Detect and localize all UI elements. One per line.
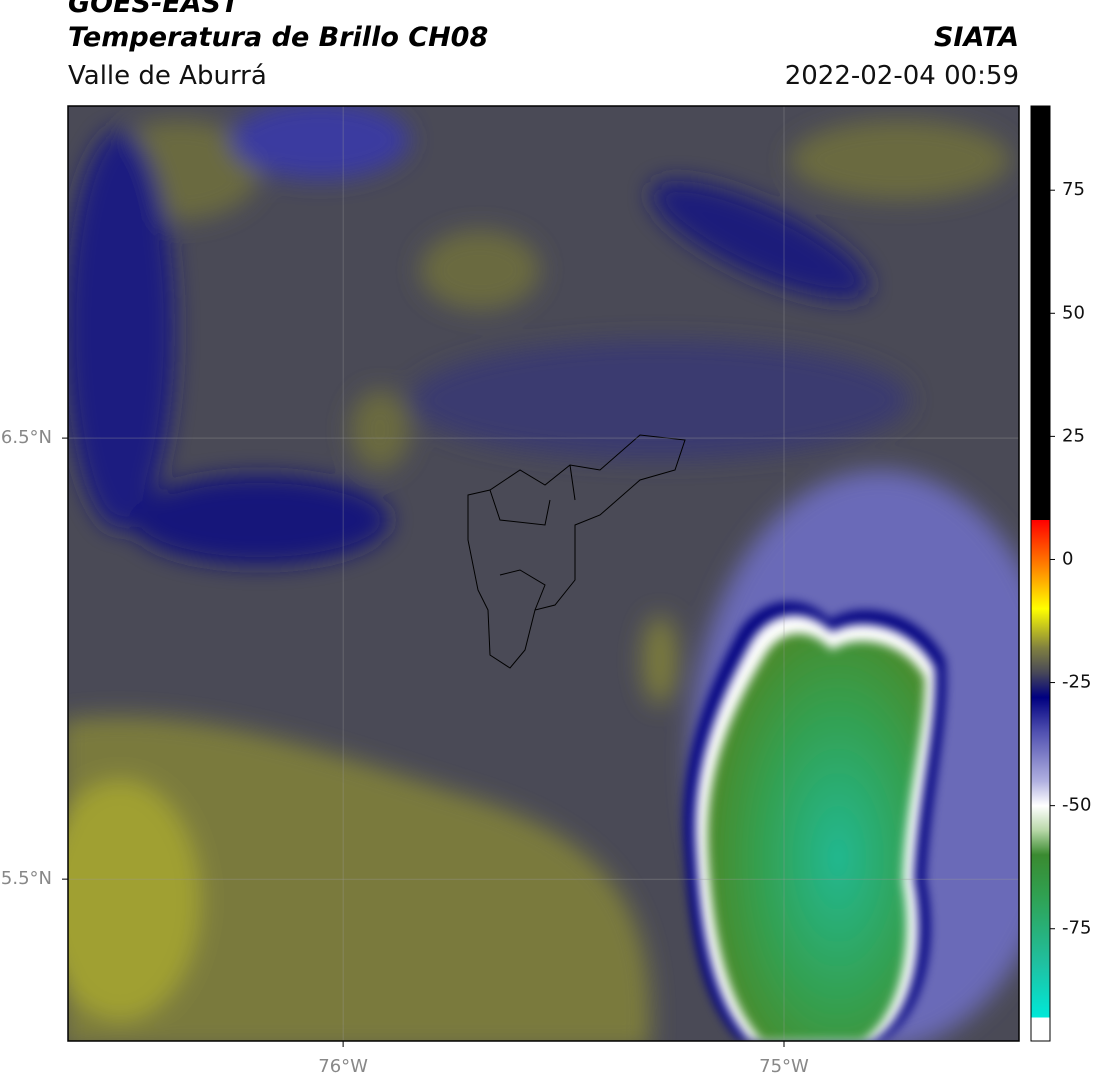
title: GOES-EAST [68, 0, 242, 19]
map-frame [67, 105, 1020, 1042]
source: SIATA [934, 22, 1019, 53]
colorbar-tick-label: -50 [1062, 795, 1091, 816]
x-tick-label: 75°W [759, 1056, 809, 1077]
grid [68, 106, 1019, 1041]
region: Valle de Aburrá [68, 61, 267, 91]
colorbar-tick-label: -75 [1062, 918, 1091, 939]
x-tick-label: 76°W [318, 1056, 368, 1077]
colorbar-tick-label: 50 [1062, 302, 1085, 323]
y-tick-label: 6.5°N [1, 427, 52, 448]
satellite-image [68, 106, 1019, 1041]
colorbar-tick-label: -25 [1062, 672, 1091, 693]
colorbar [1030, 105, 1051, 1042]
colorbar-tick-label: 75 [1062, 179, 1085, 200]
y-tick-label: 5.5°N [1, 868, 52, 889]
timestamp: 2022-02-04 00:59 [785, 61, 1019, 91]
colorbar-tick-label: 0 [1062, 548, 1073, 569]
subtitle: Temperatura de Brillo CH08 [68, 22, 488, 53]
basin-outline [467, 434, 686, 669]
colorbar-tick-label: 25 [1062, 425, 1085, 446]
